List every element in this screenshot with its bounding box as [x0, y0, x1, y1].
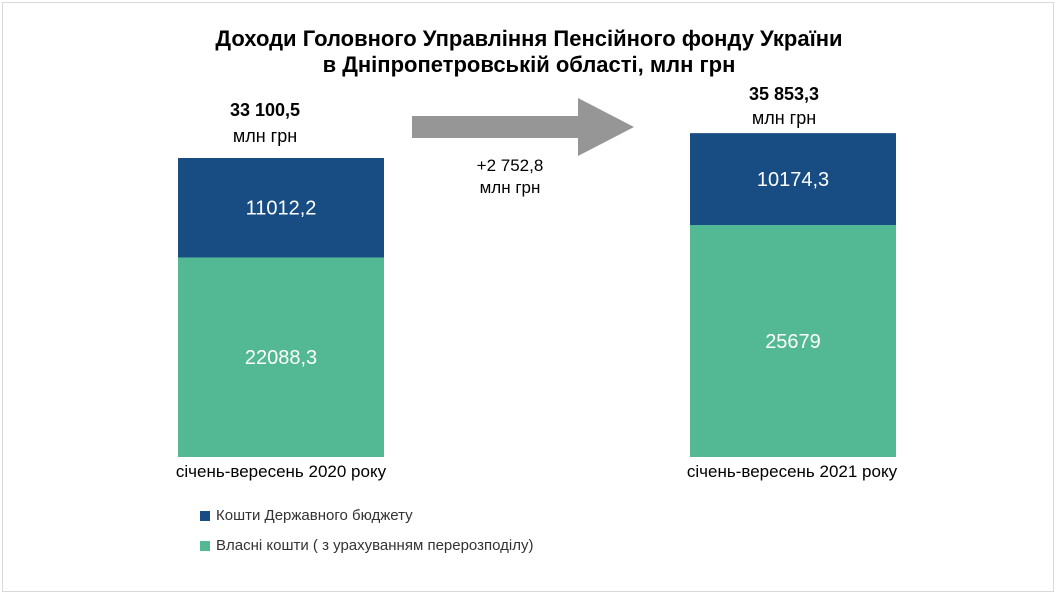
data-label-own-funds-2021: 25679	[765, 331, 821, 353]
legend-label-own-funds: Власні кошти ( з урахуванням перерозподі…	[216, 537, 534, 554]
bar-own-funds-2021	[690, 225, 896, 457]
x-tick-label-2020: січень-вересень 2020 року	[175, 462, 387, 481]
bar-state-budget-2020	[178, 158, 384, 258]
legend-item-state-budget: Кошти Державного бюджету	[200, 507, 413, 524]
legend-label-state-budget: Кошти Державного бюджету	[216, 507, 413, 524]
legend-item-own-funds: Власні кошти ( з урахуванням перерозподі…	[200, 537, 533, 554]
legend-swatch-own-funds	[200, 540, 210, 551]
data-label-state-budget-2021: 10174,3	[757, 169, 829, 191]
chart-subtitle: в Дніпропетровській області, млн грн	[322, 52, 736, 77]
data-label-state-budget-2020: 11012,2	[246, 198, 317, 220]
change-value: +2 752,8	[476, 156, 544, 175]
growth-arrow-icon	[412, 98, 634, 156]
x-tick-label-2021: січень-вересень 2021 року	[686, 462, 898, 481]
total-value-2021: 35 853,3	[748, 84, 820, 104]
bar-own-funds-2020	[178, 257, 384, 457]
legend-swatch-state-budget	[200, 510, 210, 521]
bar-state-budget-2021	[690, 133, 896, 226]
total-value-2020: 33 100,5	[229, 100, 301, 120]
chart-title: Доходи Головного Управління Пенсійного ф…	[215, 26, 843, 51]
total-unit-2021: млн грн	[751, 108, 817, 128]
change-unit: млн грн	[479, 178, 541, 197]
total-unit-2020: млн грн	[232, 126, 298, 146]
data-label-own-funds-2020: 22088,3	[245, 347, 317, 369]
